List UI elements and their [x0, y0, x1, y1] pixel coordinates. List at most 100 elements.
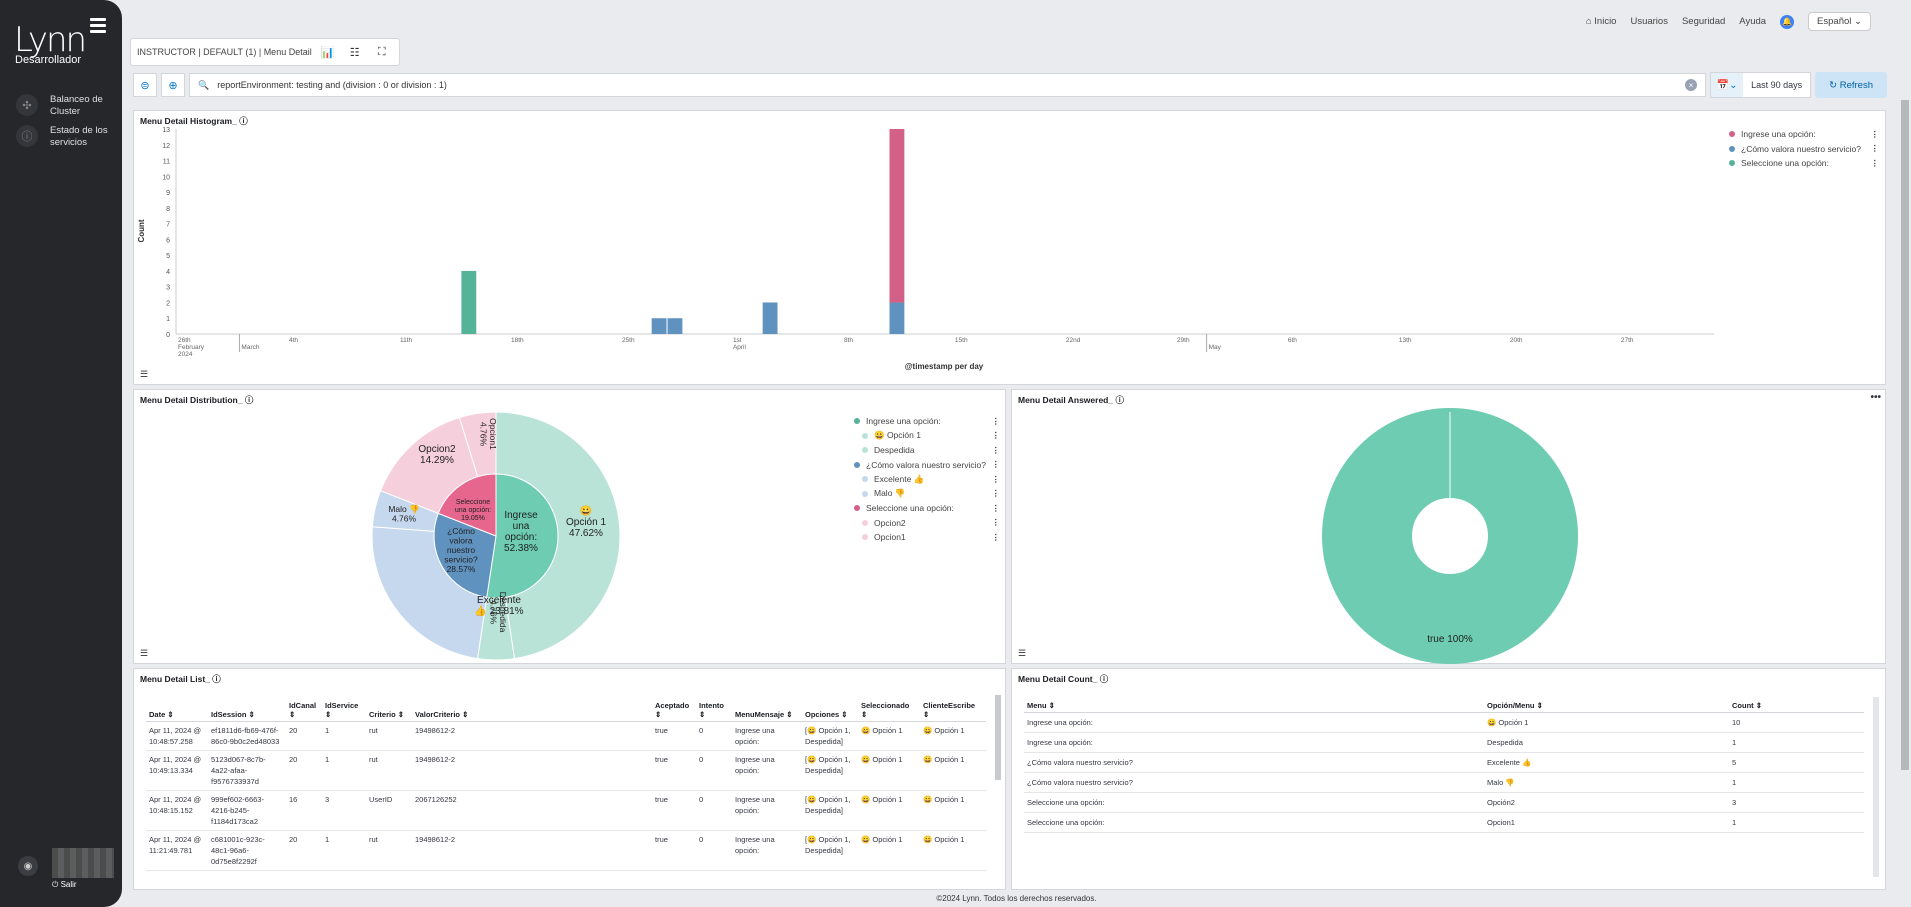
sidebar-item-service-status[interactable]: ⓘ Estado de los servicios	[16, 125, 116, 149]
page-scrollbar[interactable]	[1901, 100, 1909, 770]
legend-item[interactable]: Ingrese una opción: ⋮	[1729, 127, 1879, 142]
table-cell: 19498612-2	[412, 830, 652, 871]
nav-home[interactable]: ⌂ Inicio	[1585, 16, 1617, 27]
kebab-icon[interactable]: ⋮	[1870, 157, 1880, 168]
legend-item[interactable]: Opcion1 ⋮	[854, 530, 1000, 545]
table-row[interactable]: Seleccione una opción: Opcion1 1	[1024, 812, 1864, 833]
table-row[interactable]: Ingrese una opción: 😀 Opción 1 10	[1024, 712, 1864, 733]
legend-dot	[854, 505, 860, 512]
legend-item[interactable]: ¿Cómo valora nuestro servicio? ⋮	[854, 458, 1000, 473]
legend-label: Malo 👎	[874, 488, 906, 499]
fullscreen-icon[interactable]: ⛶	[377, 45, 386, 58]
column-header[interactable]: Seleccionado ⇕	[858, 699, 920, 722]
table-cell: 1	[1729, 772, 1864, 793]
table-row[interactable]: Apr 11, 2024 @ 11:21:49.781 c681001c-923c…	[146, 830, 986, 871]
column-header[interactable]: IdService ⇕	[322, 699, 366, 722]
kebab-icon[interactable]: ⋮	[991, 430, 1001, 441]
nav-security[interactable]: Seguridad	[1681, 16, 1726, 27]
column-header[interactable]: Menu ⇕	[1024, 699, 1484, 713]
table-row[interactable]: Seleccione una opción: Opción2 3	[1024, 792, 1864, 813]
table-row[interactable]: ¿Cómo valora nuestro servicio? Excelente …	[1024, 752, 1864, 773]
kebab-icon[interactable]: ⋮	[991, 488, 1001, 499]
column-header[interactable]: Count ⇕	[1729, 699, 1864, 713]
filter-settings-icon[interactable]: ☷	[349, 46, 360, 59]
column-header[interactable]: ValorCriterio ⇕	[412, 699, 652, 722]
table-cell: true	[652, 721, 696, 751]
more-options-icon[interactable]: •••	[1870, 392, 1881, 403]
sidebar: Lynn Desarrollador ✣ Balanceo de Cluster…	[0, 0, 122, 907]
table-cell: Apr 11, 2024 @ 10:48:57.258	[146, 721, 208, 751]
search-input[interactable]: 🔍 reportEnvironment: testing and (divisi…	[189, 73, 1707, 97]
legend-item[interactable]: Excelente 👍 ⋮	[854, 472, 1000, 487]
add-filter-icon[interactable]: ⊕	[161, 73, 185, 97]
legend-item[interactable]: 😀 Opción 1 ⋮	[854, 429, 1000, 444]
date-range[interactable]: Last 90 days	[1751, 80, 1803, 90]
legend-item[interactable]: Seleccione una opción: ⋮	[1729, 156, 1879, 171]
column-header[interactable]: MenuMensaje ⇕	[732, 699, 802, 722]
clear-icon[interactable]: ×	[1685, 79, 1698, 91]
column-header[interactable]: Criterio ⇕	[366, 699, 412, 722]
list-title: Menu Detail List_ ⓘ	[140, 674, 221, 684]
kebab-icon[interactable]: ⋮	[991, 444, 1001, 455]
list-icon[interactable]: ☰	[140, 369, 149, 379]
legend-item[interactable]: Ingrese una opción: ⋮	[854, 414, 1000, 429]
table-row[interactable]: Ingrese una opción: Despedida 1	[1024, 732, 1864, 753]
x-tick-label: 26th	[178, 337, 191, 344]
column-header[interactable]: IdSession ⇕	[208, 699, 286, 722]
column-header[interactable]: ClienteEscribe ⇕	[920, 699, 986, 722]
table-cell: Ingrese una opción:	[732, 721, 802, 751]
kebab-icon[interactable]: ⋮	[991, 473, 1001, 484]
date-picker[interactable]: 📅⌄ Last 90 days	[1710, 72, 1812, 98]
column-header[interactable]: Opción/Menu ⇕	[1484, 699, 1729, 713]
table-row[interactable]: Apr 11, 2024 @ 10:49:13.334 5123d067-8c7b…	[146, 750, 986, 791]
column-header[interactable]: IdCanal ⇕	[286, 699, 322, 722]
chart-icon[interactable]: 📊	[320, 46, 335, 59]
table-row[interactable]: Apr 11, 2024 @ 10:48:57.258 ef1811d6-fb69…	[146, 721, 986, 751]
legend-item[interactable]: Despedida ⋮	[854, 443, 1000, 458]
table-row[interactable]: Apr 11, 2024 @ 10:48:15.152 999ef602-6663…	[146, 790, 986, 831]
legend-item[interactable]: ¿Cómo valora nuestro servicio? ⋮	[1729, 142, 1879, 157]
kebab-icon[interactable]: ⋮	[1870, 128, 1880, 139]
table-row[interactable]: ¿Cómo valora nuestro servicio? Malo 👎 1	[1024, 772, 1864, 793]
column-header[interactable]: Opciones ⇕	[802, 699, 858, 722]
inner-slice	[433, 512, 497, 598]
list-icon[interactable]: ☰	[1018, 648, 1027, 658]
column-header[interactable]: Date ⇕	[146, 699, 208, 722]
table-cell: 😀 Opción 1	[920, 790, 986, 831]
legend-item[interactable]: Seleccione una opción: ⋮	[854, 501, 1000, 516]
camera-icon[interactable]: ◉	[18, 856, 38, 876]
y-tick-label: 12	[162, 143, 170, 150]
nav-users[interactable]: Usuarios	[1630, 16, 1668, 27]
filter-icon[interactable]: ⊜	[133, 73, 157, 97]
kebab-icon[interactable]: ⋮	[991, 517, 1001, 528]
table-cell: Apr 11, 2024 @ 10:49:13.334	[146, 750, 208, 791]
query-text: reportEnvironment: testing and (division…	[217, 80, 447, 90]
column-header[interactable]: Intento ⇕	[696, 699, 732, 722]
kebab-icon[interactable]: ⋮	[1870, 143, 1880, 154]
kebab-icon[interactable]: ⋮	[991, 531, 1001, 542]
nav-help[interactable]: Ayuda	[1739, 16, 1767, 27]
refresh-button[interactable]: ↻ Refresh	[1815, 72, 1887, 98]
bell-icon[interactable]: 🔔	[1780, 14, 1795, 29]
column-header[interactable]: Aceptado ⇕	[652, 699, 696, 722]
kebab-icon[interactable]: ⋮	[991, 502, 1001, 513]
legend-label: Excelente 👍	[874, 473, 925, 484]
info-icon: ⓘ	[16, 125, 38, 147]
count-table: Menu ⇕ Opción/Menu ⇕ Count ⇕ Ingrese una op…	[1024, 699, 1864, 833]
list-scrollbar[interactable]	[995, 695, 1001, 780]
list-icon[interactable]: ☰	[140, 648, 149, 658]
slice-label: una	[513, 521, 530, 532]
legend-item[interactable]: Opcion2 ⋮	[854, 516, 1000, 531]
legend-item[interactable]: Malo 👎 ⋮	[854, 487, 1000, 502]
count-scrollbar[interactable]	[1873, 697, 1879, 877]
table-cell: 3	[1729, 792, 1864, 813]
kebab-icon[interactable]: ⋮	[991, 459, 1001, 470]
logout-link[interactable]: ⏻ Salir	[52, 880, 77, 889]
kebab-icon[interactable]: ⋮	[991, 415, 1001, 426]
hamburger-menu-icon[interactable]	[90, 18, 106, 34]
calendar-icon[interactable]: 📅⌄	[1711, 73, 1744, 97]
sidebar-item-cluster-balance[interactable]: ✣ Balanceo de Cluster	[16, 94, 116, 118]
legend-label: ¿Cómo valora nuestro servicio?	[866, 459, 986, 470]
slice-label: 47.62%	[569, 528, 603, 539]
language-select[interactable]: Español ⌄	[1808, 12, 1871, 31]
